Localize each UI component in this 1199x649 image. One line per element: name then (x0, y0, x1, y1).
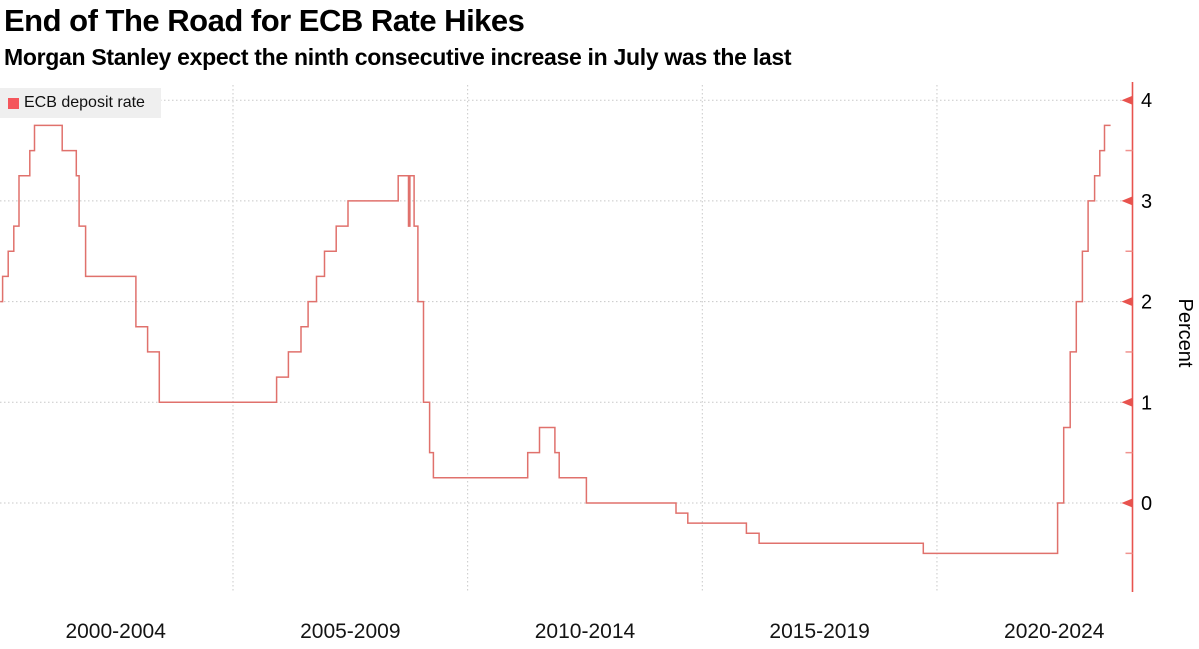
y-tick-label: 2 (1141, 292, 1152, 314)
x-tick-label: 2010-2014 (535, 620, 636, 643)
chart-title: End of The Road for ECB Rate Hikes (4, 3, 525, 38)
x-tick-label: 2020-2024 (1004, 620, 1105, 643)
x-tick-label: 2005-2009 (300, 620, 400, 643)
y-axis-tick-arrow-icon (1121, 498, 1133, 508)
chart-subtitle: Morgan Stanley expect the ninth consecut… (4, 43, 792, 70)
chart-header: End of The Road for ECB Rate Hikes Morga… (4, 2, 792, 71)
legend: ECB deposit rate (0, 88, 161, 118)
legend-label: ECB deposit rate (24, 94, 145, 111)
y-tick-label: 3 (1141, 191, 1152, 213)
y-axis-tick-arrow-icon (1121, 95, 1133, 105)
y-tick-label: 1 (1141, 392, 1152, 414)
y-axis-tick-arrow-icon (1121, 397, 1133, 407)
deposit-rate-line (0, 124, 1111, 555)
x-tick-label: 2000-2004 (65, 620, 166, 643)
y-axis-title: Percent (1174, 299, 1196, 368)
y-axis-tick-arrow-icon (1121, 297, 1133, 307)
legend-swatch-icon (8, 97, 19, 109)
y-axis-tick-arrow-icon (1121, 196, 1133, 206)
x-tick-label: 2015-2019 (769, 620, 869, 643)
y-tick-label: 0 (1141, 493, 1152, 515)
y-tick-label: 4 (1141, 90, 1152, 112)
